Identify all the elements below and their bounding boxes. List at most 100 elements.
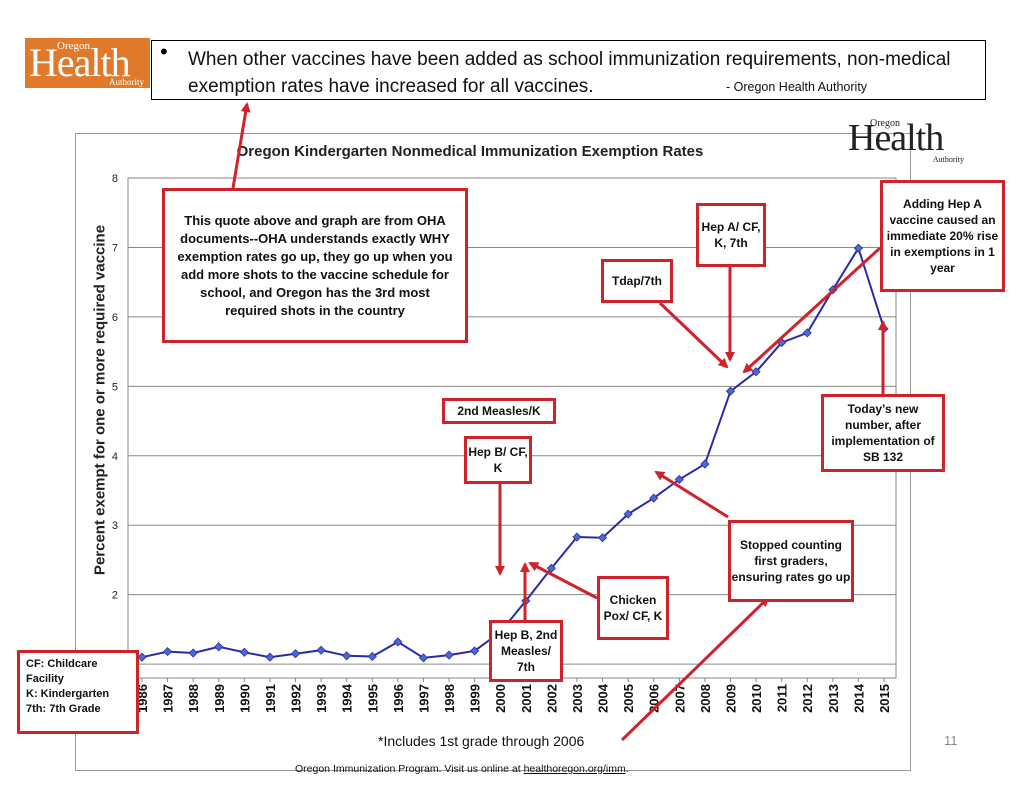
note-hepb-7th-text: Hep B, 2nd Measles/ 7th bbox=[494, 628, 558, 674]
footer-text: Oregon Immunization Program. Visit us on… bbox=[295, 763, 524, 775]
arrow-first-grade-note bbox=[620, 596, 770, 742]
note-tdap-text: Tdap/7th bbox=[612, 274, 662, 288]
y-axis-label-text: Percent exempt for one or more required … bbox=[91, 224, 109, 576]
note-hepb-k-text: Hep B/ CF, K bbox=[468, 445, 528, 475]
data-point-1986 bbox=[137, 652, 147, 662]
note-new-number-text: Today’s new number, after implementation… bbox=[831, 402, 935, 464]
logo-big-text: Health bbox=[29, 40, 131, 85]
x-tick-label: 2001 bbox=[519, 684, 534, 713]
x-tick-label: 2004 bbox=[596, 683, 611, 713]
note-hepa: Hep A/ CF, K, 7th bbox=[696, 203, 766, 267]
data-point-2012 bbox=[802, 328, 812, 338]
footer-link[interactable]: healthoregon.org/imm bbox=[523, 763, 626, 775]
quote-source: - Oregon Health Authority bbox=[726, 80, 868, 94]
x-tick-label: 1989 bbox=[212, 684, 227, 713]
oha-logo-black: Oregon Health Authority bbox=[848, 117, 968, 164]
note-chicken-pox: Chicken Pox/ CF, K bbox=[597, 576, 669, 640]
x-tick-label: 1998 bbox=[442, 684, 457, 713]
note-stopped-counting: Stopped counting first graders, ensuring… bbox=[728, 520, 854, 602]
logo-sub-text: Authority bbox=[109, 77, 144, 87]
note-stopped-counting-text: Stopped counting first graders, ensuring… bbox=[731, 538, 851, 584]
quote-box: • When other vaccines have been added as… bbox=[151, 39, 986, 100]
logo-small-text: Oregon bbox=[57, 40, 90, 52]
arrow-layer bbox=[231, 102, 888, 742]
chart-footnote: *Includes 1st grade through 2006 bbox=[378, 733, 585, 749]
x-tick-label: 2009 bbox=[723, 684, 738, 713]
data-point-1993 bbox=[316, 645, 326, 655]
x-tick-label: 1992 bbox=[289, 684, 304, 713]
data-point-2005 bbox=[623, 509, 633, 519]
arrow-stopped-counting bbox=[654, 470, 729, 519]
data-point-1991 bbox=[265, 652, 275, 662]
x-tick-label: 1995 bbox=[365, 684, 380, 713]
x-tick-label: 2000 bbox=[493, 684, 508, 713]
data-point-2002 bbox=[546, 563, 556, 573]
data-point-2009 bbox=[725, 386, 736, 396]
x-tick-label: 1988 bbox=[186, 684, 201, 713]
x-tick-label: 2003 bbox=[570, 684, 585, 713]
data-point-2010 bbox=[751, 367, 761, 377]
x-tick-label: 2005 bbox=[621, 684, 636, 713]
logo-black-big-text: Health bbox=[848, 117, 944, 159]
x-tick-label: 1991 bbox=[263, 684, 278, 713]
data-point-2006 bbox=[649, 493, 659, 503]
data-point-1988 bbox=[188, 648, 198, 658]
note-quote-explanation: This quote above and graph are from OHA … bbox=[162, 188, 468, 343]
footer-line: Oregon Immunization Program. Visit us on… bbox=[295, 763, 629, 775]
x-tick-label: 2007 bbox=[672, 684, 687, 713]
x-tick-label: 2013 bbox=[826, 684, 841, 713]
note-hepb-k: Hep B/ CF, K bbox=[464, 436, 532, 484]
oha-logo-orange: Oregon Health Authority bbox=[25, 38, 150, 88]
y-tick-label: 2 bbox=[112, 590, 118, 602]
abbreviation-legend: CF: Childcare Facility K: Kindergarten 7… bbox=[17, 650, 139, 734]
y-tick-label: 6 bbox=[112, 312, 118, 324]
note-quote-explanation-text: This quote above and graph are from OHA … bbox=[177, 212, 453, 318]
x-tick-label: 1996 bbox=[391, 684, 406, 713]
bullet-icon: • bbox=[160, 39, 168, 64]
footer-end: . bbox=[625, 763, 629, 775]
data-point-1990 bbox=[239, 647, 249, 657]
y-tick-label: 4 bbox=[112, 451, 118, 463]
x-tick-label: 1999 bbox=[468, 684, 483, 713]
note-tdap: Tdap/7th bbox=[601, 259, 673, 303]
x-tick-label: 2010 bbox=[749, 684, 764, 713]
data-point-1997 bbox=[418, 653, 429, 663]
quote-text: When other vaccines have been added as s… bbox=[188, 49, 951, 97]
data-point-1998 bbox=[444, 650, 454, 660]
x-tick-label: 1994 bbox=[340, 683, 355, 713]
logo-black-small-text: Oregon bbox=[870, 118, 900, 129]
y-tick-label: 5 bbox=[112, 381, 118, 393]
x-tick-label: 1997 bbox=[416, 684, 431, 713]
arrow-hepa-rise bbox=[742, 246, 882, 374]
note-new-number: Today’s new number, after implementation… bbox=[821, 394, 945, 472]
arrow-chicken-pox bbox=[528, 561, 598, 600]
note-2nd-measles-text: 2nd Measles/K bbox=[457, 404, 541, 418]
x-tick-label: 2015 bbox=[877, 684, 892, 713]
data-point-1996 bbox=[393, 637, 403, 647]
note-hepa-rise: Adding Hep A vaccine caused an immediate… bbox=[880, 180, 1005, 292]
note-hepa-text: Hep A/ CF, K, 7th bbox=[701, 220, 761, 250]
legend-k: K: Kindergarten bbox=[26, 688, 110, 700]
note-hepa-rise-text: Adding Hep A vaccine caused an immediate… bbox=[886, 197, 999, 275]
series-line bbox=[141, 245, 885, 659]
data-point-1992 bbox=[290, 649, 301, 659]
y-tick-label: 3 bbox=[112, 520, 118, 532]
data-point-1995 bbox=[367, 651, 377, 662]
data-point-1999 bbox=[470, 646, 480, 656]
y-tick-label: 8 bbox=[112, 173, 118, 185]
y-tick-label: 7 bbox=[112, 242, 118, 254]
page-number: 11 bbox=[944, 733, 958, 748]
x-tick-label: 2002 bbox=[544, 684, 559, 713]
data-point-2014 bbox=[853, 243, 863, 253]
arrow-tdap bbox=[658, 301, 729, 369]
x-tick-label: 2011 bbox=[775, 684, 790, 712]
data-point-2004 bbox=[597, 533, 608, 543]
data-point-2008 bbox=[700, 459, 710, 469]
x-tick-label: 2014 bbox=[851, 683, 866, 713]
x-tick-label: 1993 bbox=[314, 684, 329, 713]
note-2nd-measles: 2nd Measles/K bbox=[442, 398, 556, 424]
note-chicken-pox-text: Chicken Pox/ CF, K bbox=[603, 593, 663, 623]
data-point-1994 bbox=[342, 651, 352, 661]
data-point-1987 bbox=[163, 647, 173, 657]
